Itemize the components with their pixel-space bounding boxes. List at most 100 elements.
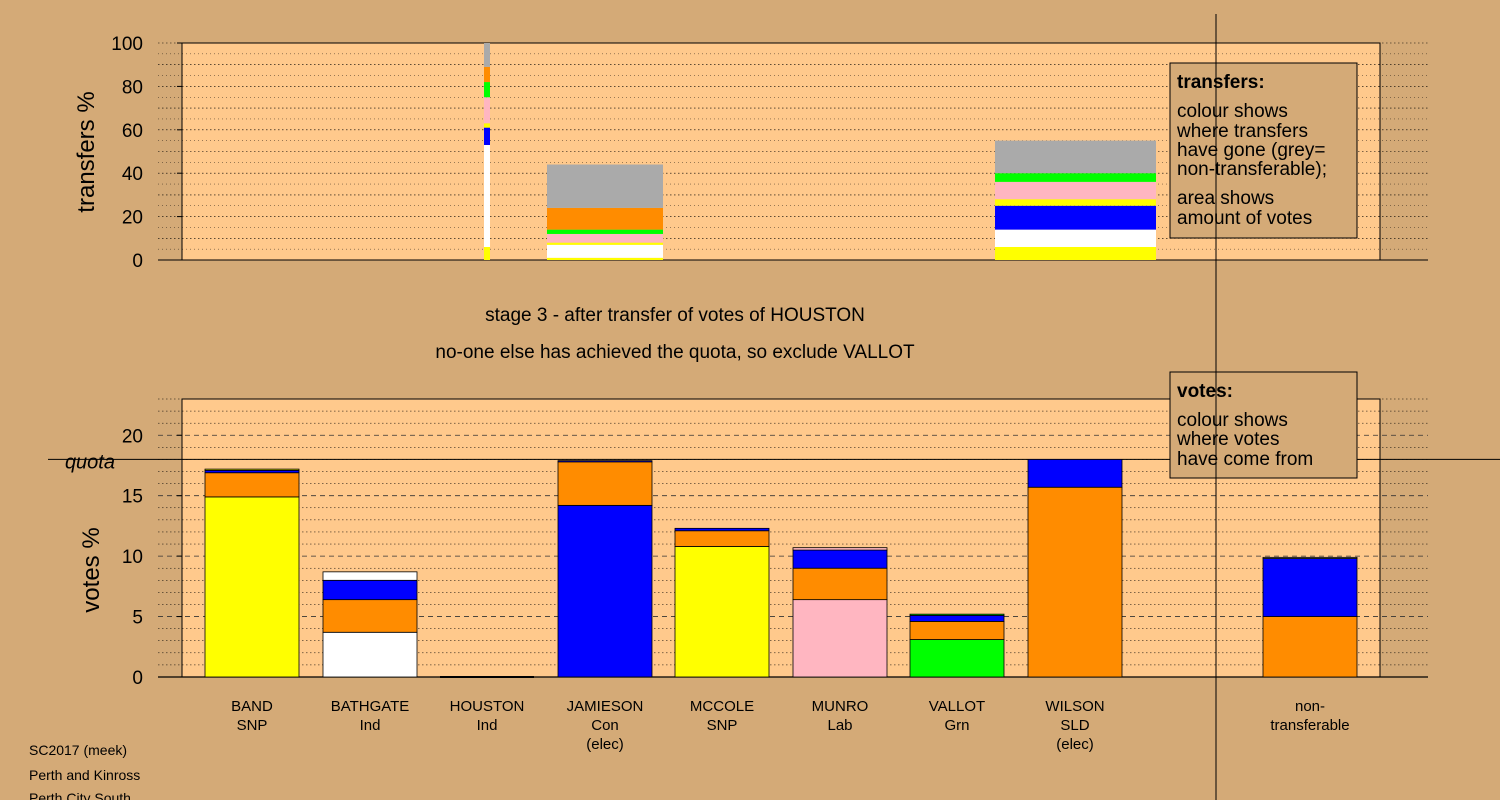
- votes-legend: votes: colour shows where votes have com…: [1169, 371, 1358, 479]
- vote-bar-segment: [1027, 459, 1123, 488]
- transfers-y-tick-label: 60: [122, 121, 143, 142]
- vote-bar-segment: [909, 614, 1005, 622]
- votes-y-tick-label: 10: [122, 547, 143, 568]
- transfers-legend-line: have gone (grey=: [1177, 140, 1325, 161]
- votes-y-tick-label: 20: [122, 426, 143, 447]
- footer-line-2: Perth and Kinross: [29, 767, 140, 783]
- vote-bar-segment: [1027, 486, 1123, 678]
- transfer-segment: [484, 246, 490, 260]
- vote-bar-segment: [1262, 556, 1358, 559]
- category-label: SNP: [237, 717, 268, 734]
- category-label: (elec): [1056, 736, 1094, 753]
- category-label: transferable: [1270, 717, 1349, 734]
- vote-bar-segment: [674, 546, 770, 678]
- category-label: Lab: [827, 717, 852, 734]
- votes-y-axis-label: votes %: [78, 527, 105, 612]
- transfers-legend-line: non-transferable);: [1177, 159, 1327, 180]
- vote-bar-segment: [792, 567, 888, 601]
- category-label: Ind: [477, 717, 498, 734]
- category-label: SNP: [707, 717, 738, 734]
- vote-bar-segment: [1262, 558, 1358, 617]
- category-label: Con: [591, 717, 619, 734]
- stage-subtitle: no-one else has achieved the quota, so e…: [435, 342, 915, 363]
- transfers-y-tick-label: 40: [122, 164, 143, 185]
- vote-bar-segment: [204, 496, 300, 678]
- transfer-segment: [484, 82, 490, 98]
- vote-bar-segment: [674, 530, 770, 547]
- votes-y-tick-label: 0: [132, 668, 143, 689]
- transfers-legend-line: where transfers: [1176, 121, 1308, 142]
- vote-bar-segment: [792, 599, 888, 678]
- votes-y-tick-label: 5: [132, 608, 143, 629]
- transfers-legend-title: transfers:: [1177, 72, 1265, 93]
- transfers-legend: transfers: colour shows where transfers …: [1169, 62, 1358, 239]
- transfer-segment: [547, 244, 663, 258]
- transfers-legend-line: area shows: [1177, 188, 1274, 209]
- category-label: SLD: [1060, 717, 1089, 734]
- transfers-y-tick-label: 80: [122, 77, 143, 98]
- vote-bar-segment: [557, 504, 653, 678]
- transfer-segment: [484, 43, 490, 67]
- transfer-segment: [547, 164, 663, 208]
- category-label: HOUSTON: [450, 698, 525, 715]
- vote-bar-segment: [792, 547, 888, 551]
- footer-line-1: SC2017 (meek): [29, 742, 127, 758]
- transfer-segment: [995, 140, 1156, 174]
- vote-bar-segment: [909, 613, 1005, 616]
- category-label: MUNRO: [812, 698, 869, 715]
- category-label: MCCOLE: [690, 698, 754, 715]
- category-label: BAND: [231, 698, 273, 715]
- stage-title: stage 3 - after transfer of votes of HOU…: [485, 305, 865, 326]
- transfers-y-axis-label: transfers %: [73, 91, 100, 212]
- transfer-segment: [995, 181, 1156, 200]
- category-label: Grn: [944, 717, 969, 734]
- transfer-segment: [995, 173, 1156, 182]
- transfers-y-tick-label: 0: [132, 251, 143, 272]
- vote-bar-segment: [792, 549, 888, 569]
- vote-bar-segment: [204, 472, 300, 498]
- transfer-segment: [547, 233, 663, 243]
- vote-bar-segment: [909, 639, 1005, 678]
- category-label: non-: [1295, 698, 1325, 715]
- vote-bar-segment: [1262, 616, 1358, 678]
- transfers-legend-line: colour shows: [1177, 101, 1288, 122]
- transfers-y-tick-label: 20: [122, 208, 143, 229]
- vote-bar-segment: [557, 461, 653, 506]
- transfers-y-tick-label: 100: [111, 34, 143, 55]
- transfer-segment: [547, 242, 663, 245]
- quota-label: quota: [65, 451, 115, 473]
- vote-bar-segment: [322, 571, 418, 581]
- category-label: Ind: [360, 717, 381, 734]
- transfer-segment: [547, 257, 663, 260]
- transfer-segment: [484, 66, 490, 83]
- vote-bar-segment: [322, 599, 418, 633]
- transfer-segment: [995, 229, 1156, 247]
- votes-legend-title: votes:: [1177, 381, 1233, 402]
- votes-legend-line: where votes: [1176, 429, 1279, 450]
- vote-bar-segment: [674, 527, 770, 532]
- votes-legend-line: colour shows: [1177, 410, 1288, 431]
- votes-y-tick-label: 15: [122, 487, 143, 508]
- transfer-segment: [484, 123, 490, 128]
- vote-bar-segment: [322, 579, 418, 601]
- transfer-segment: [484, 144, 490, 247]
- transfer-segment: [547, 229, 663, 234]
- category-label: BATHGATE: [331, 698, 410, 715]
- category-label: VALLOT: [929, 698, 985, 715]
- vote-bar-segment: [557, 460, 653, 463]
- vote-bar-segment: [204, 468, 300, 471]
- footer-line-3: Perth City South: [29, 790, 131, 800]
- votes-legend-line: have come from: [1177, 449, 1313, 470]
- vote-bar-segment: [909, 621, 1005, 640]
- transfer-segment: [484, 127, 490, 145]
- transfer-segment: [484, 97, 490, 124]
- category-label: WILSON: [1045, 698, 1104, 715]
- category-label: (elec): [586, 736, 624, 753]
- transfer-segment: [995, 199, 1156, 206]
- transfer-segment: [995, 246, 1156, 260]
- category-label: JAMIESON: [567, 698, 644, 715]
- transfer-segment: [995, 205, 1156, 230]
- transfer-segment: [547, 207, 663, 230]
- transfers-legend-line: amount of votes: [1177, 208, 1312, 229]
